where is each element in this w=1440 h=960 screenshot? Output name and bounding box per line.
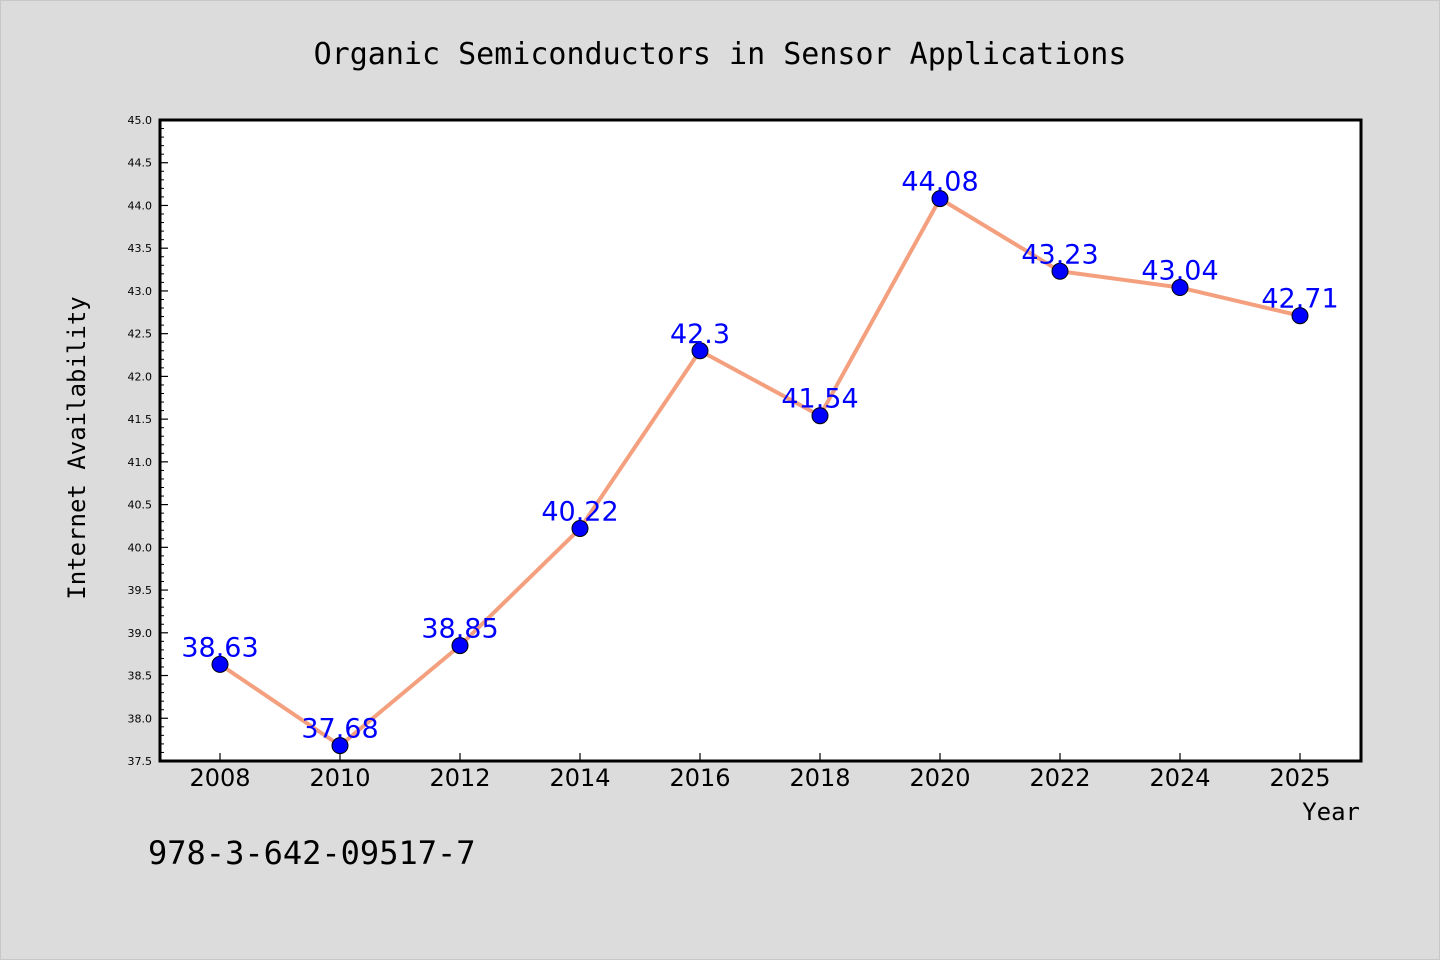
y-tick-label: 40.5: [128, 499, 153, 512]
data-label: 42.71: [1261, 284, 1338, 315]
y-axis-label: Internet Availability: [63, 296, 91, 599]
x-axis-label: Year: [1302, 798, 1360, 826]
data-point: [691, 342, 709, 360]
data-point: [451, 637, 469, 655]
x-tick-label: 2025: [1269, 764, 1330, 792]
x-tick-label: 2012: [429, 764, 490, 792]
data-point: [211, 655, 229, 673]
data-label: 42.3: [670, 319, 730, 350]
data-point: [331, 737, 349, 755]
x-tick-label: 2014: [549, 764, 610, 792]
y-tick-label: 43.0: [128, 285, 153, 298]
data-point: [571, 520, 589, 538]
y-tick-label: 40.0: [128, 541, 153, 554]
data-point: [1291, 307, 1309, 325]
data-label: 43.23: [1021, 239, 1098, 270]
series-path: [218, 196, 1302, 748]
y-tick-label: 39.5: [128, 584, 153, 597]
y-tick-label: 38.0: [128, 712, 153, 725]
data-label: 44.08: [901, 167, 978, 198]
y-axis: 37.5 38.0 38.5 39.0 39.5 40.0 40.5 41.0 41.5 42.0…: [128, 114, 168, 768]
chart-title: Organic Semiconductors in Sensor Applica…: [314, 37, 1127, 72]
y-tick-label: 39.0: [128, 627, 153, 640]
x-tick-label: 2018: [789, 764, 850, 792]
y-tick-label: 45.0: [128, 114, 153, 127]
data-point: [811, 407, 829, 425]
y-tick-label: 41.5: [128, 413, 153, 426]
y-tick-label: 44.0: [128, 199, 153, 212]
data-label: 43.04: [1141, 256, 1218, 287]
plot-area: [158, 118, 1363, 763]
data-point: [1171, 279, 1189, 297]
y-tick-label: 42.5: [128, 328, 153, 341]
data-label: 40.22: [541, 497, 618, 528]
x-tick-label: 2024: [1149, 764, 1210, 792]
y-tick-label: 38.5: [128, 670, 153, 683]
isbn-annotation: 978-3-642-09517-7: [148, 834, 476, 872]
series-line: [211, 190, 1309, 755]
y-tick-label: 42.0: [128, 370, 153, 383]
y-tick-label: 37.5: [128, 755, 153, 768]
data-label: 38.85: [421, 614, 498, 645]
y-tick-label: 41.0: [128, 456, 153, 469]
data-point: [931, 190, 949, 208]
x-axis: 2008 2010 2012 2014 2016 2018 2020 2022 2024 2025: [189, 753, 1331, 792]
data-labels: 38.63 37.68 38.85 40.22 42.3 41.54 44.08 43.23 4…: [181, 167, 1338, 745]
x-tick-label: 2008: [189, 764, 250, 792]
x-tick-label: 2016: [669, 764, 730, 792]
x-tick-label: 2020: [909, 764, 970, 792]
data-point: [1051, 262, 1069, 280]
data-label: 38.63: [181, 632, 258, 663]
data-label: 37.68: [301, 714, 378, 745]
y-tick-label: 43.5: [128, 242, 153, 255]
x-tick-label: 2022: [1029, 764, 1090, 792]
data-label: 41.54: [781, 384, 858, 415]
y-tick-label: 44.5: [128, 157, 153, 170]
x-tick-label: 2010: [309, 764, 370, 792]
